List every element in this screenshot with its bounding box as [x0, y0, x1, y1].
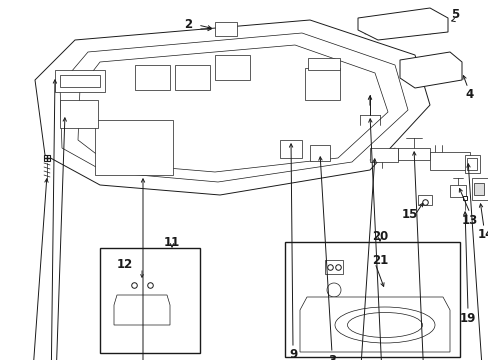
Text: 11: 11	[163, 237, 180, 249]
Text: 15: 15	[401, 208, 417, 221]
Bar	[417, 195, 431, 205]
Bar	[175, 65, 209, 90]
Bar	[215, 22, 237, 36]
Ellipse shape	[347, 312, 422, 338]
Polygon shape	[299, 297, 449, 352]
Text: 2: 2	[183, 18, 192, 31]
Bar	[429, 152, 469, 170]
Text: 19: 19	[459, 311, 475, 324]
Text: 12: 12	[117, 258, 133, 271]
Bar	[135, 65, 170, 90]
Bar	[55, 70, 105, 92]
Bar	[100, 248, 200, 353]
Ellipse shape	[334, 307, 434, 343]
Text: 14: 14	[477, 229, 488, 242]
Bar	[397, 148, 429, 160]
Bar	[60, 75, 100, 87]
Polygon shape	[357, 8, 447, 40]
Bar	[464, 155, 479, 173]
Text: 20: 20	[371, 230, 387, 243]
Text: 21: 21	[371, 253, 387, 266]
Bar	[285, 242, 459, 357]
Polygon shape	[114, 295, 170, 325]
Bar	[325, 260, 342, 274]
Polygon shape	[399, 52, 461, 88]
Text: 4: 4	[465, 89, 473, 102]
Bar	[280, 140, 302, 158]
Bar	[307, 58, 339, 70]
Bar	[215, 55, 249, 80]
Text: 3: 3	[327, 354, 335, 360]
Bar	[369, 148, 397, 162]
Bar	[305, 68, 339, 100]
Bar	[473, 183, 483, 195]
Bar	[466, 158, 476, 170]
Bar	[309, 145, 329, 161]
Circle shape	[326, 283, 340, 297]
Bar	[449, 185, 465, 197]
Polygon shape	[35, 20, 429, 195]
Text: 9: 9	[288, 348, 297, 360]
Bar	[60, 100, 98, 128]
Text: 13: 13	[461, 213, 477, 226]
Polygon shape	[471, 178, 487, 200]
Bar	[95, 120, 173, 175]
Text: 5: 5	[450, 9, 458, 22]
